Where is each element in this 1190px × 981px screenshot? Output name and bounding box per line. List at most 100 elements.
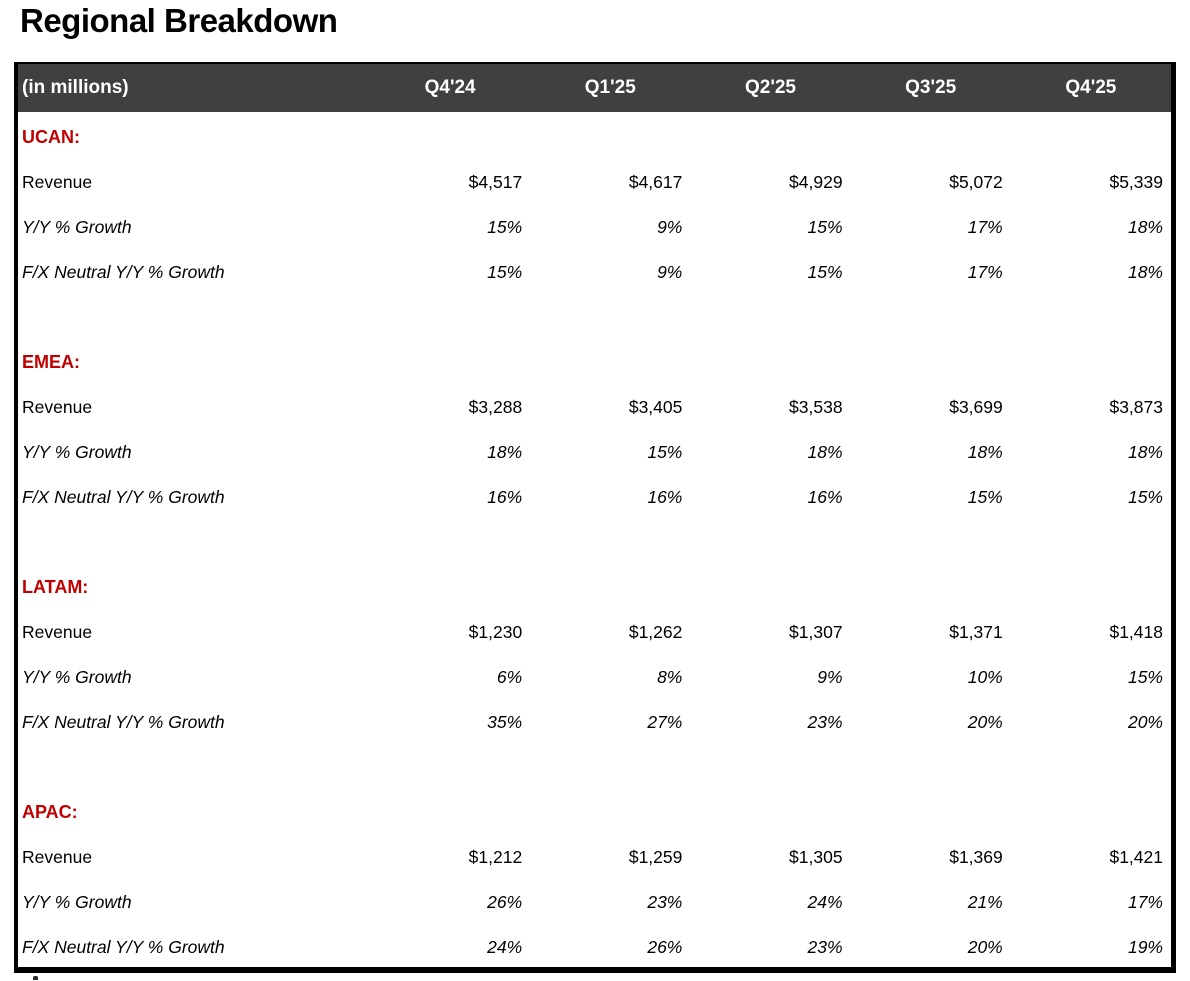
value-cell: $1,369 — [949, 847, 1003, 867]
empty-cell — [690, 787, 850, 832]
value-cell: $4,517 — [468, 172, 523, 192]
page-title: Regional Breakdown — [20, 2, 338, 39]
region-header-row-apac: APAC: — [18, 787, 1171, 832]
value-cell: $3,405 — [628, 397, 683, 417]
value-cell: $4,929 — [789, 172, 843, 192]
header-row: (in millions) Q4'24 Q1'25 Q2'25 Q3'25 Q4'25 — [18, 64, 1171, 112]
spacer-cell — [370, 292, 530, 337]
unit-label-header: (in millions) — [18, 64, 370, 112]
empty-cell — [851, 562, 1011, 607]
row-label: Y/Y % Growth — [22, 217, 132, 237]
empty-cell — [1011, 112, 1171, 157]
empty-cell — [530, 337, 690, 382]
value-cell: 16% — [487, 487, 523, 507]
row-label: Revenue — [22, 397, 93, 417]
value-cell: $3,699 — [949, 397, 1003, 417]
value-cell: $1,371 — [949, 622, 1003, 642]
empty-cell — [530, 787, 690, 832]
spacer-cell — [18, 292, 370, 337]
value-cell: 15% — [807, 217, 843, 237]
table-row-emea-revenue: Revenue $3,288 $3,405 $3,538 $3,699 $3,873 — [18, 382, 1171, 427]
value-cell: 16% — [647, 487, 683, 507]
value-cell: $1,418 — [1109, 622, 1163, 642]
value-cell: 35% — [487, 712, 523, 732]
spacer-cell — [530, 742, 690, 787]
value-cell: $5,072 — [949, 172, 1003, 192]
value-cell: $5,339 — [1109, 172, 1163, 192]
value-cell: 21% — [967, 892, 1003, 912]
value-cell: $1,307 — [789, 622, 843, 642]
column-header-q125: Q1'25 — [530, 64, 691, 112]
empty-cell — [1011, 562, 1171, 607]
region-header-row-ucan: UCAN: — [18, 112, 1171, 157]
empty-cell — [851, 787, 1011, 832]
empty-cell — [851, 337, 1011, 382]
row-label: Y/Y % Growth — [22, 892, 132, 912]
table-row-ucan-revenue: Revenue $4,517 $4,617 $4,929 $5,072 $5,339 — [18, 157, 1171, 202]
table-row-latam-revenue: Revenue $1,230 $1,262 $1,307 $1,371 $1,418 — [18, 607, 1171, 652]
table-row-apac-growth-1: Y/Y % Growth 26% 23% 24% 21% 17% — [18, 877, 1171, 922]
row-label: Y/Y % Growth — [22, 667, 132, 687]
table-row-apac-revenue: Revenue $1,212 $1,259 $1,305 $1,369 $1,421 — [18, 832, 1171, 877]
column-header-q424: Q4'24 — [370, 64, 531, 112]
table-row-latam-growth-1: Y/Y % Growth 6% 8% 9% 10% 15% — [18, 652, 1171, 697]
spacer-cell — [370, 742, 530, 787]
column-header-q225: Q2'25 — [690, 64, 851, 112]
row-label: Revenue — [22, 622, 93, 642]
value-cell: 15% — [1127, 487, 1163, 507]
spacer-cell — [851, 742, 1011, 787]
spacer-cell — [1011, 742, 1171, 787]
value-cell: 9% — [817, 667, 843, 687]
value-cell: 17% — [967, 217, 1003, 237]
value-cell: 18% — [1127, 217, 1163, 237]
row-label: F/X Neutral Y/Y % Growth — [22, 487, 225, 507]
row-label: Y/Y % Growth — [22, 442, 132, 462]
spacer-cell — [851, 517, 1011, 562]
value-cell: 15% — [487, 217, 523, 237]
row-label: Revenue — [22, 172, 93, 192]
value-cell: $1,230 — [468, 622, 523, 642]
value-cell: 26% — [647, 937, 683, 957]
region-label: EMEA: — [22, 352, 80, 372]
value-cell: $3,873 — [1109, 397, 1163, 417]
spacer-cell — [690, 742, 850, 787]
region-header-row-latam: LATAM: — [18, 562, 1171, 607]
value-cell: 16% — [807, 487, 843, 507]
table-row-emea-growth-1: Y/Y % Growth 18% 15% 18% 18% 18% — [18, 427, 1171, 472]
row-label: F/X Neutral Y/Y % Growth — [22, 937, 225, 957]
value-cell: 20% — [967, 937, 1003, 957]
value-cell: 15% — [967, 487, 1003, 507]
value-cell: 17% — [967, 262, 1003, 282]
value-cell: 15% — [1127, 667, 1163, 687]
value-cell: 6% — [496, 667, 523, 687]
spacer-cell — [1011, 292, 1171, 337]
value-cell: 15% — [487, 262, 523, 282]
spacer-row — [18, 517, 1171, 562]
row-label: F/X Neutral Y/Y % Growth — [22, 712, 225, 732]
value-cell: 18% — [1127, 262, 1163, 282]
value-cell: 9% — [657, 262, 683, 282]
region-label: APAC: — [22, 802, 78, 822]
value-cell: $1,421 — [1109, 847, 1163, 867]
row-label: Revenue — [22, 847, 93, 867]
table-row-emea-growth-2: F/X Neutral Y/Y % Growth 16% 16% 16% 15% 15% — [18, 472, 1171, 517]
table-row-ucan-growth-2: F/X Neutral Y/Y % Growth 15% 9% 15% 17% 18% — [18, 247, 1171, 292]
value-cell: 18% — [807, 442, 843, 462]
value-cell: 23% — [807, 712, 843, 732]
spacer-row — [18, 292, 1171, 337]
breakdown-table: (in millions) Q4'24 Q1'25 Q2'25 Q3'25 Q4'25 U… — [18, 64, 1171, 967]
empty-cell — [690, 562, 850, 607]
spacer-cell — [690, 292, 850, 337]
regional-breakdown-table: (in millions) Q4'24 Q1'25 Q2'25 Q3'25 Q4'25 U… — [14, 62, 1176, 973]
value-cell: 26% — [487, 892, 523, 912]
empty-cell — [370, 337, 530, 382]
region-label: UCAN: — [22, 127, 80, 147]
empty-cell — [530, 112, 690, 157]
row-label: F/X Neutral Y/Y % Growth — [22, 262, 225, 282]
value-cell: $4,617 — [628, 172, 683, 192]
value-cell: $3,288 — [468, 397, 523, 417]
spacer-cell — [690, 517, 850, 562]
empty-cell — [1011, 787, 1171, 832]
value-cell: 20% — [1127, 712, 1163, 732]
value-cell: $1,262 — [628, 622, 683, 642]
